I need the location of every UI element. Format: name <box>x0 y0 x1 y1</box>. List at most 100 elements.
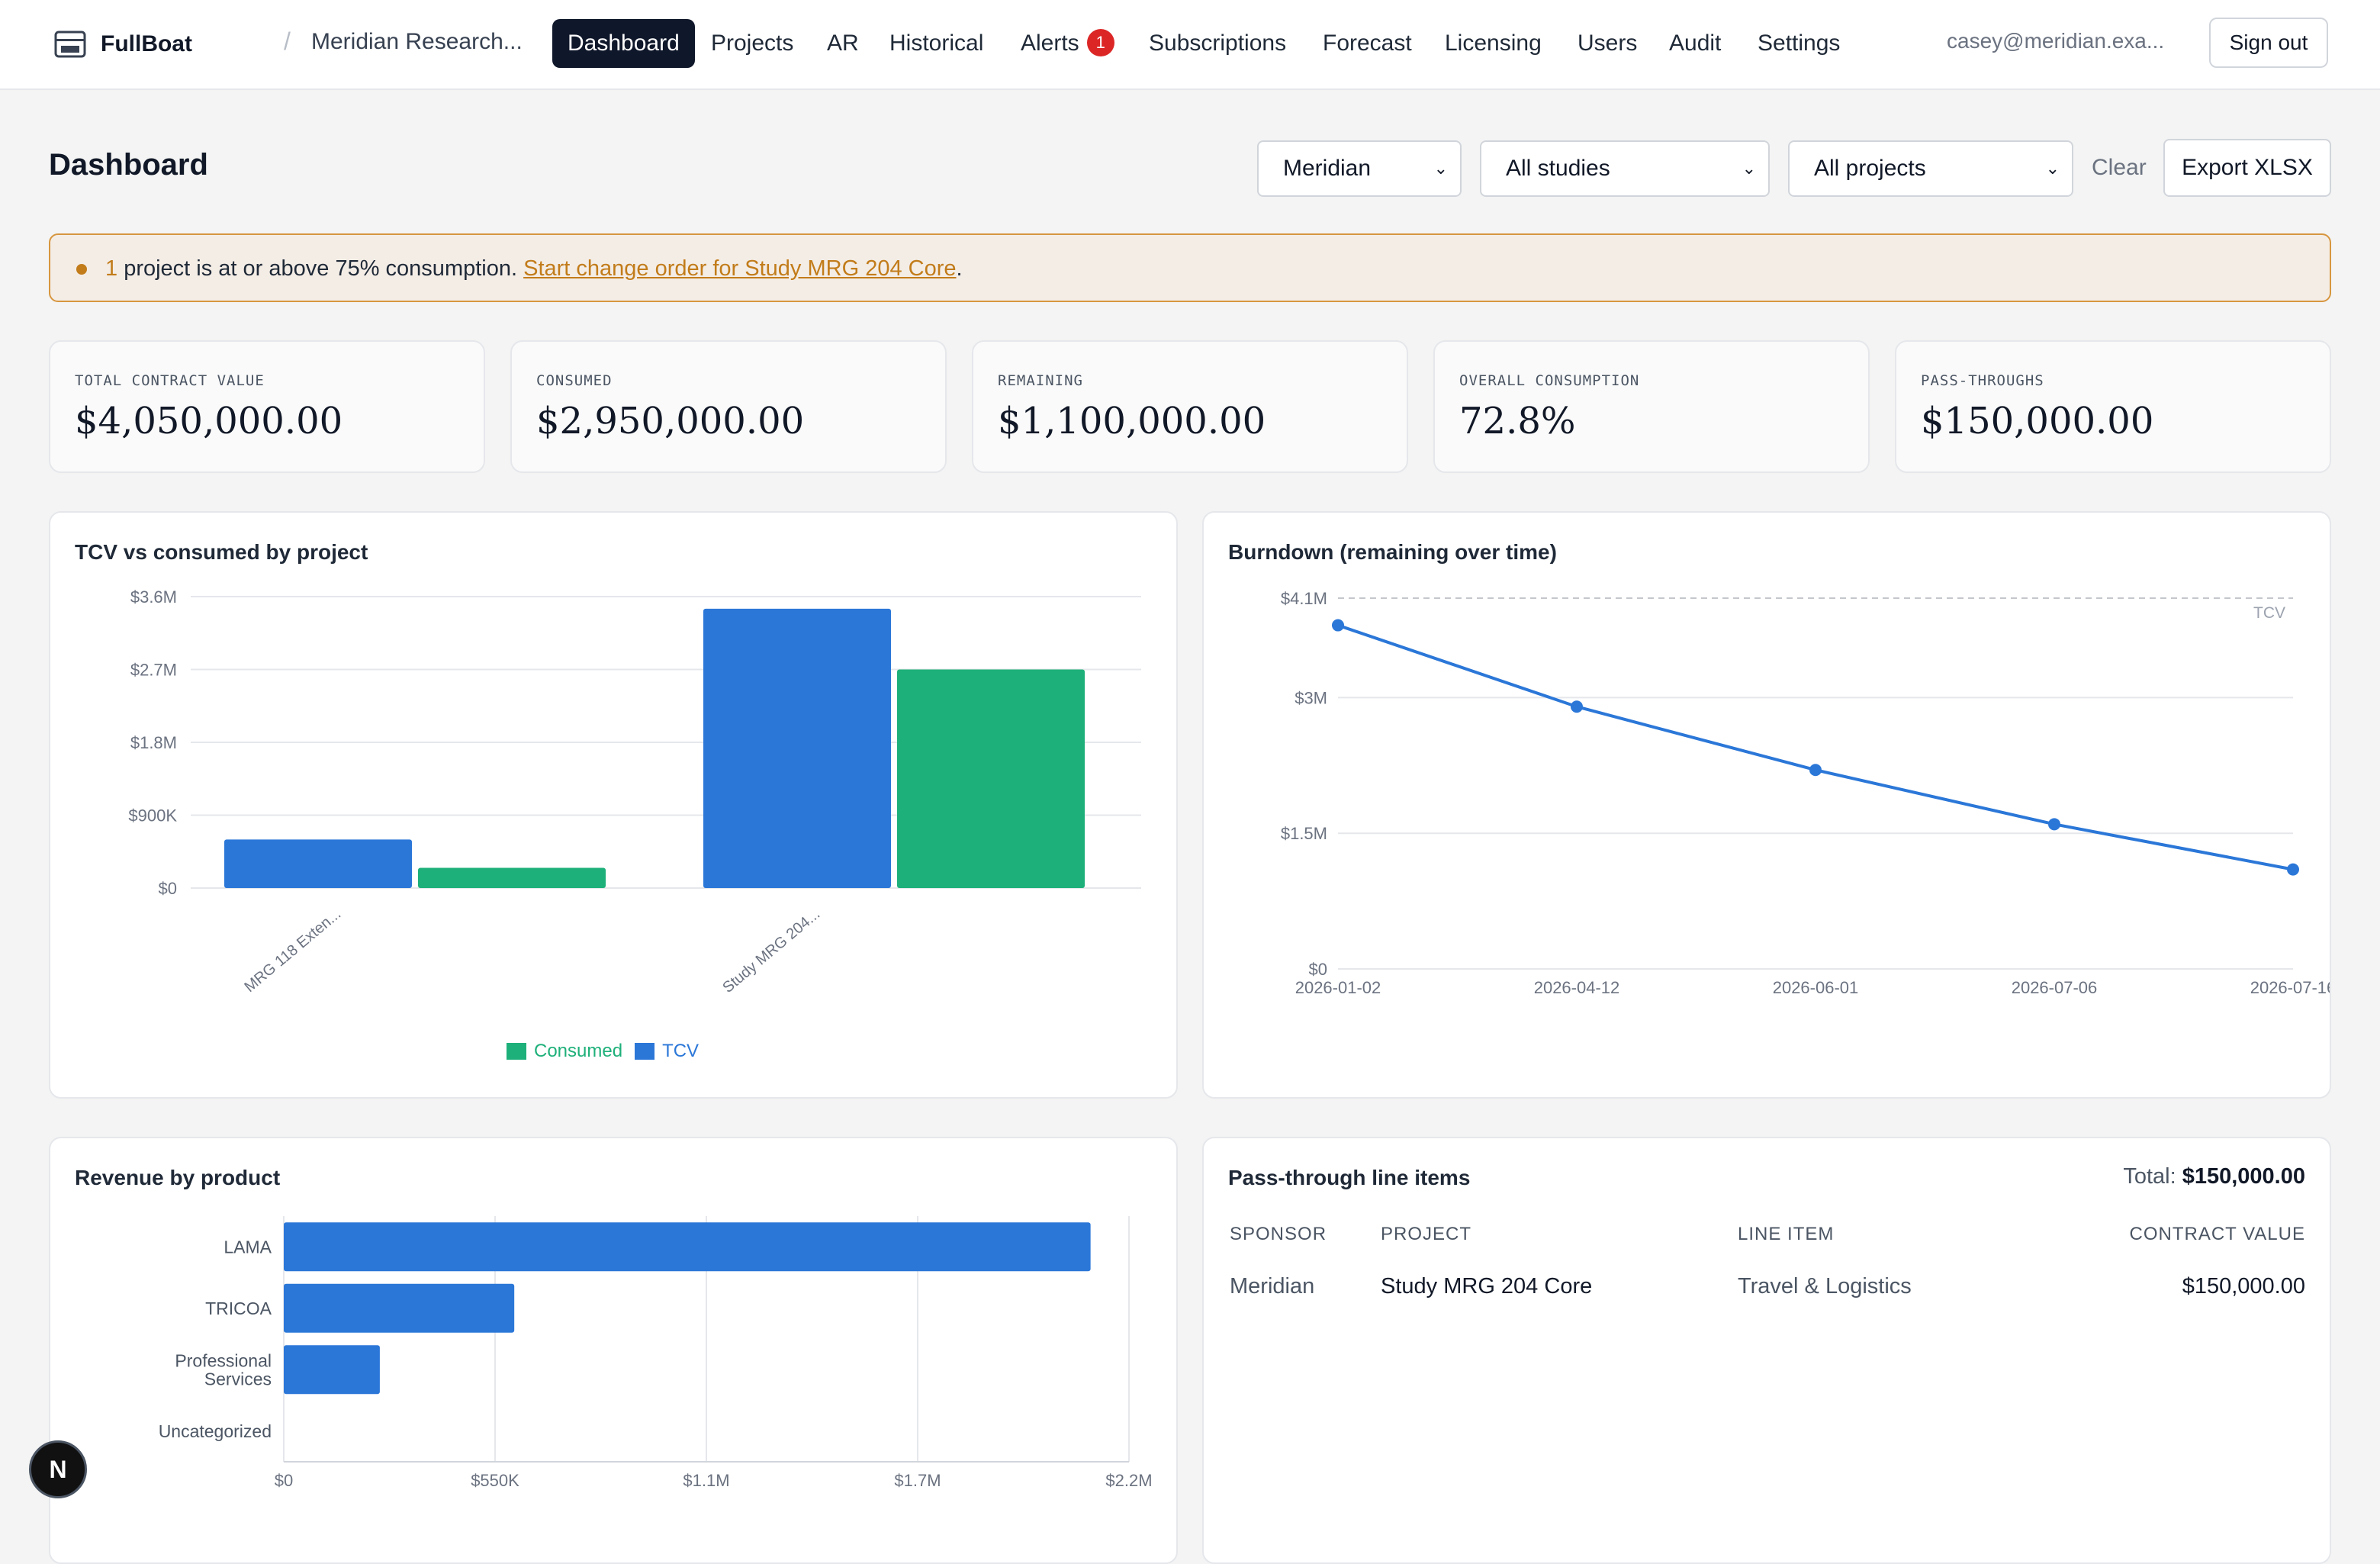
change-order-link[interactable]: Start change order for Study MRG 204 Cor… <box>523 256 957 281</box>
x-tick-label: $2.2M <box>1105 1471 1152 1490</box>
nav-dashboard[interactable]: Dashboard <box>552 19 695 68</box>
kpi-value: $2,950,000.00 <box>536 400 805 442</box>
kpi-label: Remaining <box>998 372 1083 389</box>
nav-alerts-label: Alerts <box>1021 31 1079 56</box>
x-tick-label: Study MRG 204... <box>719 906 823 996</box>
study-select[interactable]: All studies ⌄ <box>1480 140 1770 197</box>
dev-tools-button[interactable]: N <box>29 1440 87 1498</box>
y-tick-label: TRICOA <box>205 1299 272 1318</box>
x-tick-label: MRG 118 Exten... <box>241 906 344 996</box>
banner-count: 1 <box>105 256 118 281</box>
chevron-down-icon: ⌄ <box>1742 159 1756 178</box>
nav-forecast[interactable]: Forecast <box>1323 31 1412 56</box>
x-tick-label: 2026-06-01 <box>1773 978 1859 997</box>
data-point <box>1571 700 1583 713</box>
warning-dot-icon <box>76 264 87 275</box>
bar-consumed <box>897 669 1085 888</box>
sponsor-select[interactable]: Meridian ⌄ <box>1257 140 1462 197</box>
x-tick-label: 2026-01-02 <box>1295 978 1381 997</box>
column-header-contract-value[interactable]: Contract value <box>2129 1224 2305 1244</box>
cell-project[interactable]: Study MRG 204 Core <box>1381 1274 1593 1299</box>
user-email: casey@meridian.exa... <box>1947 29 2165 53</box>
total-value: $150,000.00 <box>2182 1164 2305 1189</box>
revenue-by-product-chart: $0 $550K $1.1M $1.7M $2.2M LAMA TRICOA Professi… <box>159 1216 1153 1490</box>
nav-subscriptions[interactable]: Subscriptions <box>1149 31 1287 56</box>
cell-line-item: Travel & Logistics <box>1738 1274 1912 1299</box>
y-tick-label: $0 <box>1309 960 1327 979</box>
bar-revenue <box>284 1283 515 1333</box>
kpi-value: $4,050,000.00 <box>75 400 343 442</box>
legend-item-tcv[interactable]: TCV <box>635 1041 699 1062</box>
nav-historical[interactable]: Historical <box>889 31 984 56</box>
banner-suffix: . <box>956 256 963 281</box>
chart-legend: Consumed TCV <box>507 1041 711 1062</box>
y-tick-label: $0 <box>159 879 177 898</box>
column-header-line-item[interactable]: Line item <box>1738 1224 1835 1244</box>
kpi-card-pass-throughs: Pass-throughs $150,000.00 <box>1895 340 2331 473</box>
project-select-value: All projects <box>1814 156 1926 181</box>
x-tick-label: $1.1M <box>683 1471 729 1490</box>
y-tick-label: Services <box>204 1369 272 1389</box>
brand[interactable]: FullBoat <box>53 26 192 63</box>
cell-contract-value: $150,000.00 <box>2182 1274 2305 1299</box>
page-title: Dashboard <box>49 148 208 182</box>
export-xlsx-button[interactable]: Export XLSX <box>2163 139 2331 197</box>
chevron-down-icon: ⌄ <box>2045 159 2060 178</box>
nav-licensing[interactable]: Licensing <box>1445 31 1542 56</box>
nav-alerts[interactable]: Alerts 1 <box>1005 19 1130 68</box>
nav-audit[interactable]: Audit <box>1669 31 1722 56</box>
y-tick-label: $2.7M <box>130 661 177 680</box>
org-name[interactable]: Meridian Research... <box>311 29 523 54</box>
panel-title: Pass-through line items <box>1228 1166 1471 1189</box>
kpi-card-consumed: Consumed $2,950,000.00 <box>510 340 947 473</box>
bar-revenue <box>284 1345 380 1395</box>
y-tick-label: $3M <box>1295 688 1327 707</box>
x-tick-label: 2026-04-12 <box>1534 978 1620 997</box>
top-nav: FullBoat / Meridian Research... Dashboar… <box>0 0 2380 90</box>
y-tick-label: $3.6M <box>130 587 177 607</box>
kpi-label: Consumed <box>536 372 613 389</box>
burndown-panel: Burndown (remaining over time) $0 $1.5M $3… <box>1202 511 2331 1099</box>
column-header-project[interactable]: Project <box>1381 1224 1472 1244</box>
banner-text: 1 project is at or above 75% consumption… <box>105 256 963 282</box>
breadcrumb-separator: / <box>284 27 291 55</box>
banner-message: project is at or above 75% consumption. <box>117 256 524 281</box>
kpi-value: $1,100,000.00 <box>998 400 1266 442</box>
panel-title: TCV vs consumed by project <box>75 540 368 564</box>
sign-out-button[interactable]: Sign out <box>2209 18 2328 68</box>
column-header-sponsor[interactable]: Sponsor <box>1230 1224 1327 1244</box>
y-tick-label: Uncategorized <box>159 1421 272 1441</box>
data-point <box>2287 863 2299 876</box>
bar-tcv <box>703 608 891 888</box>
legend-label: Consumed <box>534 1041 623 1061</box>
kpi-label: Total contract value <box>75 372 265 389</box>
kpi-card-total-contract-value: Total contract value $4,050,000.00 <box>49 340 485 473</box>
bar-consumed <box>418 867 606 888</box>
total-label: Total: <box>2123 1164 2176 1189</box>
nav-users[interactable]: Users <box>1578 31 1638 56</box>
clear-filters-link[interactable]: Clear <box>2092 155 2147 180</box>
nav-settings[interactable]: Settings <box>1758 31 1841 56</box>
legend-item-consumed[interactable]: Consumed <box>507 1041 622 1062</box>
x-tick-label: 2026-07-16 <box>2250 978 2330 997</box>
y-tick-label: LAMA <box>224 1237 272 1257</box>
y-tick-label: $1.8M <box>130 733 177 752</box>
reference-line-label: TCV <box>2253 604 2285 622</box>
tcv-vs-consumed-chart: $0 $900K $1.8M $2.7M $3.6M MRG 118 Exten... St… <box>128 587 1141 996</box>
panel-title: Revenue by product <box>75 1166 281 1189</box>
legend-swatch <box>635 1043 655 1060</box>
x-tick-label: 2026-07-06 <box>2012 978 2098 997</box>
data-point <box>1809 764 1822 777</box>
nav-projects[interactable]: Projects <box>711 31 794 56</box>
kpi-label: Pass-throughs <box>1921 372 2044 389</box>
data-point <box>2048 818 2060 831</box>
kpi-label: Overall consumption <box>1459 372 1640 389</box>
project-select[interactable]: All projects ⌄ <box>1788 140 2073 197</box>
y-tick-label: Professional <box>175 1350 272 1370</box>
x-tick-label: $550K <box>471 1471 519 1490</box>
nav-ar[interactable]: AR <box>827 31 859 56</box>
burndown-chart: $0 $1.5M $3M $4.1M TCV 2026-01-02 2026-04-12 20… <box>1281 589 2330 997</box>
sponsor-select-value: Meridian <box>1283 156 1372 181</box>
tcv-vs-consumed-panel: TCV vs consumed by project $0 $900K $1.8M $… <box>49 511 1178 1099</box>
alerts-count-badge: 1 <box>1086 29 1114 57</box>
